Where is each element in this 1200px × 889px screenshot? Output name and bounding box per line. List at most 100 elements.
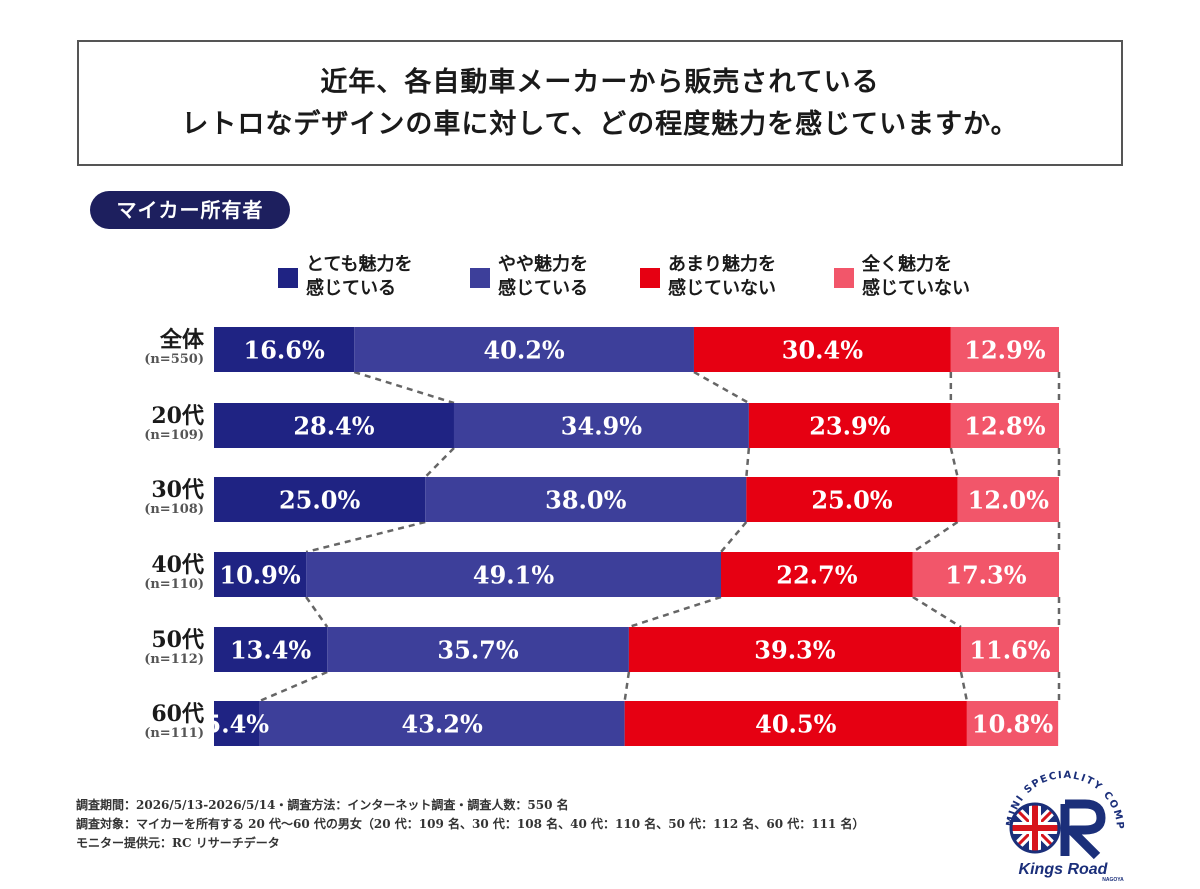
- bar-segment: [214, 701, 260, 746]
- data-label: 11.6%: [969, 636, 1050, 665]
- legend-label: あまり魅力を 感じていない: [668, 254, 776, 299]
- footnote-survey-period: 調査期間：2026/5/13-2026/5/14・調査方法：インターネット調査・…: [76, 798, 569, 812]
- row-label: 30代 (n=108): [84, 478, 204, 518]
- bar-segment: [624, 701, 967, 746]
- connector-line: [745, 447, 751, 478]
- sample-size-label: (n=109): [144, 428, 204, 443]
- bar-segment: [628, 627, 961, 672]
- legend-swatch: [640, 268, 660, 288]
- connector-line: [259, 670, 328, 703]
- bar-segment: [306, 552, 721, 597]
- segment-badge: マイカー所有者: [90, 191, 290, 229]
- data-label: 49.1%: [473, 561, 554, 590]
- data-label: 12.9%: [964, 336, 1045, 365]
- connector-line: [949, 447, 959, 478]
- bar-segment: [214, 327, 355, 372]
- row-label: 全体 (n=550): [84, 328, 204, 368]
- data-label: 12.0%: [968, 486, 1049, 515]
- row-label: 50代 (n=112): [84, 628, 204, 668]
- connector-line: [959, 671, 969, 702]
- category-label: 60代: [151, 701, 204, 727]
- bar-row: 13.4% 35.7% 39.3% 11.6%: [214, 627, 1059, 672]
- connector-line: [628, 595, 722, 629]
- bar-segment: [327, 627, 629, 672]
- bar-segment: [957, 477, 1059, 522]
- row-label: 40代 (n=110): [84, 553, 204, 593]
- data-label: 39.3%: [754, 636, 835, 665]
- bar-segment: [693, 327, 951, 372]
- data-label: 10.9%: [219, 561, 300, 590]
- data-label: 34.9%: [561, 412, 642, 441]
- chart-title-line-1: 近年、各自動車メーカーから販売されている: [320, 67, 880, 98]
- connector-line: [424, 447, 455, 478]
- kings-road-logo: MINI SPECIALITY COMPANY Kings Road NAGOY…: [980, 752, 1145, 885]
- bar-segment: [721, 552, 913, 597]
- sample-size-label: (n=108): [144, 502, 204, 517]
- bar-segment: [354, 327, 694, 372]
- sample-size-label: (n=110): [144, 577, 204, 592]
- sample-size-label: (n=111): [144, 726, 204, 741]
- chart-title-line-2: レトロなデザインの車に対して、どの程度魅力を感じていますか。: [181, 109, 1019, 140]
- bar-row: 25.0% 38.0% 25.0% 12.0%: [214, 477, 1059, 522]
- bar-segment: [214, 627, 328, 672]
- bar-row: 10.9% 49.1% 22.7% 17.3%: [214, 552, 1059, 597]
- data-label: 35.7%: [437, 636, 518, 665]
- bar-segment: [950, 403, 1059, 448]
- bar-segment: [214, 403, 454, 448]
- data-label: 25.0%: [811, 486, 892, 515]
- category-label: 全体: [159, 327, 204, 353]
- footnote-data-source: モニター提供元：RC リサーチデータ: [76, 836, 280, 850]
- connector-line: [353, 370, 455, 405]
- legend-swatch: [470, 268, 490, 288]
- data-label: 40.5%: [755, 710, 836, 739]
- logo-sub: NAGOYA: [1102, 877, 1124, 883]
- connector-line: [693, 370, 750, 405]
- bar-segment: [960, 627, 1059, 672]
- legend-label: とても魅力を 感じている: [306, 254, 413, 299]
- bar-segment: [950, 327, 1059, 372]
- data-label: 30.4%: [782, 336, 863, 365]
- legend-swatch: [834, 268, 854, 288]
- data-label: 23.9%: [809, 412, 890, 441]
- bar-segment: [746, 477, 958, 522]
- footnote-survey-target: 調査対象：マイカーを所有する 20 代〜60 代の男女（20 代：109 名、3…: [76, 817, 865, 831]
- bar-segment: [425, 477, 747, 522]
- connector-line: [720, 521, 748, 553]
- data-label: 13.4%: [230, 636, 311, 665]
- category-label: 30代: [151, 477, 204, 503]
- bar-segment: [214, 477, 426, 522]
- data-label: 5.4%: [205, 710, 270, 739]
- bar-segment: [453, 403, 749, 448]
- row-label: 20代 (n=109): [84, 404, 204, 444]
- data-label: 28.4%: [293, 412, 374, 441]
- category-label: 40代: [151, 552, 204, 578]
- bar-row: 5.4% 43.2% 40.5% 10.8%: [205, 701, 1059, 746]
- data-label: 12.8%: [964, 412, 1045, 441]
- connector-line: [305, 520, 426, 554]
- bar-segment: [214, 552, 307, 597]
- data-label: 25.0%: [279, 486, 360, 515]
- data-label: 38.0%: [545, 486, 626, 515]
- sample-size-label: (n=550): [144, 352, 204, 367]
- data-label: 22.7%: [776, 561, 857, 590]
- bar-segment: [748, 403, 951, 448]
- bar-segment: [966, 701, 1059, 746]
- connector-line: [305, 596, 329, 628]
- bar-segment: [259, 701, 625, 746]
- sample-size-label: (n=112): [144, 652, 204, 667]
- legend-swatch: [278, 268, 298, 288]
- data-label: 17.3%: [945, 561, 1026, 590]
- logo-name: Kings Road: [1019, 861, 1109, 878]
- bar-row: 28.4% 34.9% 23.9% 12.8%: [214, 403, 1059, 448]
- data-label: 40.2%: [483, 336, 564, 365]
- data-label: 10.8%: [972, 710, 1053, 739]
- row-label: 60代 (n=111): [84, 702, 204, 742]
- category-label: 50代: [151, 627, 204, 653]
- legend-label: 全く魅力を 感じていない: [862, 254, 970, 299]
- connector-line: [912, 520, 959, 554]
- bar-row: 16.6% 40.2% 30.4% 12.9%: [214, 327, 1059, 372]
- connector-line: [912, 595, 962, 629]
- legend-label: やや魅力を 感じている: [498, 254, 588, 299]
- data-label: 43.2%: [402, 710, 483, 739]
